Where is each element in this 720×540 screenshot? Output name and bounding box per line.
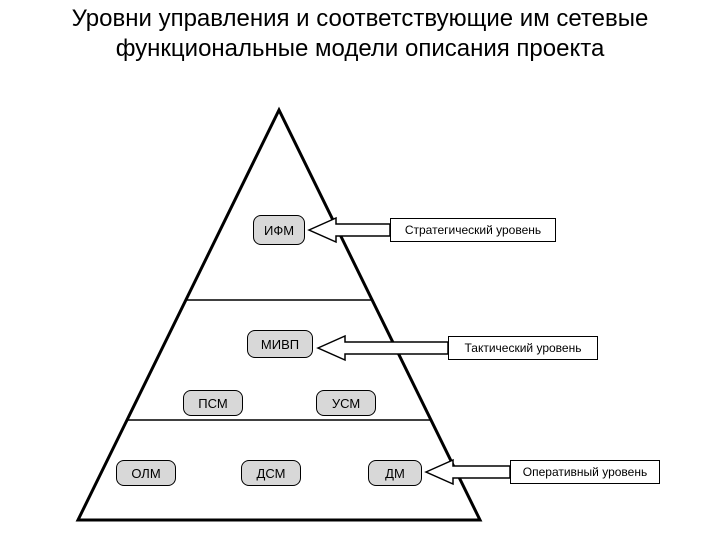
node-ifm: ИФМ [253, 215, 305, 245]
level-label-tactical-text: Тактический уровень [465, 341, 582, 355]
node-usm-label: УСМ [332, 396, 360, 411]
node-dm-label: ДМ [385, 466, 405, 481]
node-olm: ОЛМ [116, 460, 176, 486]
diagram-svg [0, 0, 720, 540]
node-psm-label: ПСМ [198, 396, 227, 411]
level-label-strategic-text: Стратегический уровень [405, 223, 541, 237]
level-label-strategic: Стратегический уровень [390, 218, 556, 242]
node-dsm-label: ДСМ [257, 466, 286, 481]
level-label-tactical: Тактический уровень [448, 336, 598, 360]
level-label-operative: Оперативный уровень [510, 460, 660, 484]
level-label-operative-text: Оперативный уровень [523, 465, 647, 479]
node-dm: ДМ [368, 460, 422, 486]
node-mivp-label: МИВП [261, 337, 299, 352]
node-mivp: МИВП [247, 330, 313, 358]
node-ifm-label: ИФМ [264, 223, 294, 238]
node-dsm: ДСМ [241, 460, 301, 486]
node-usm: УСМ [316, 390, 376, 416]
node-olm-label: ОЛМ [131, 466, 160, 481]
node-psm: ПСМ [183, 390, 243, 416]
